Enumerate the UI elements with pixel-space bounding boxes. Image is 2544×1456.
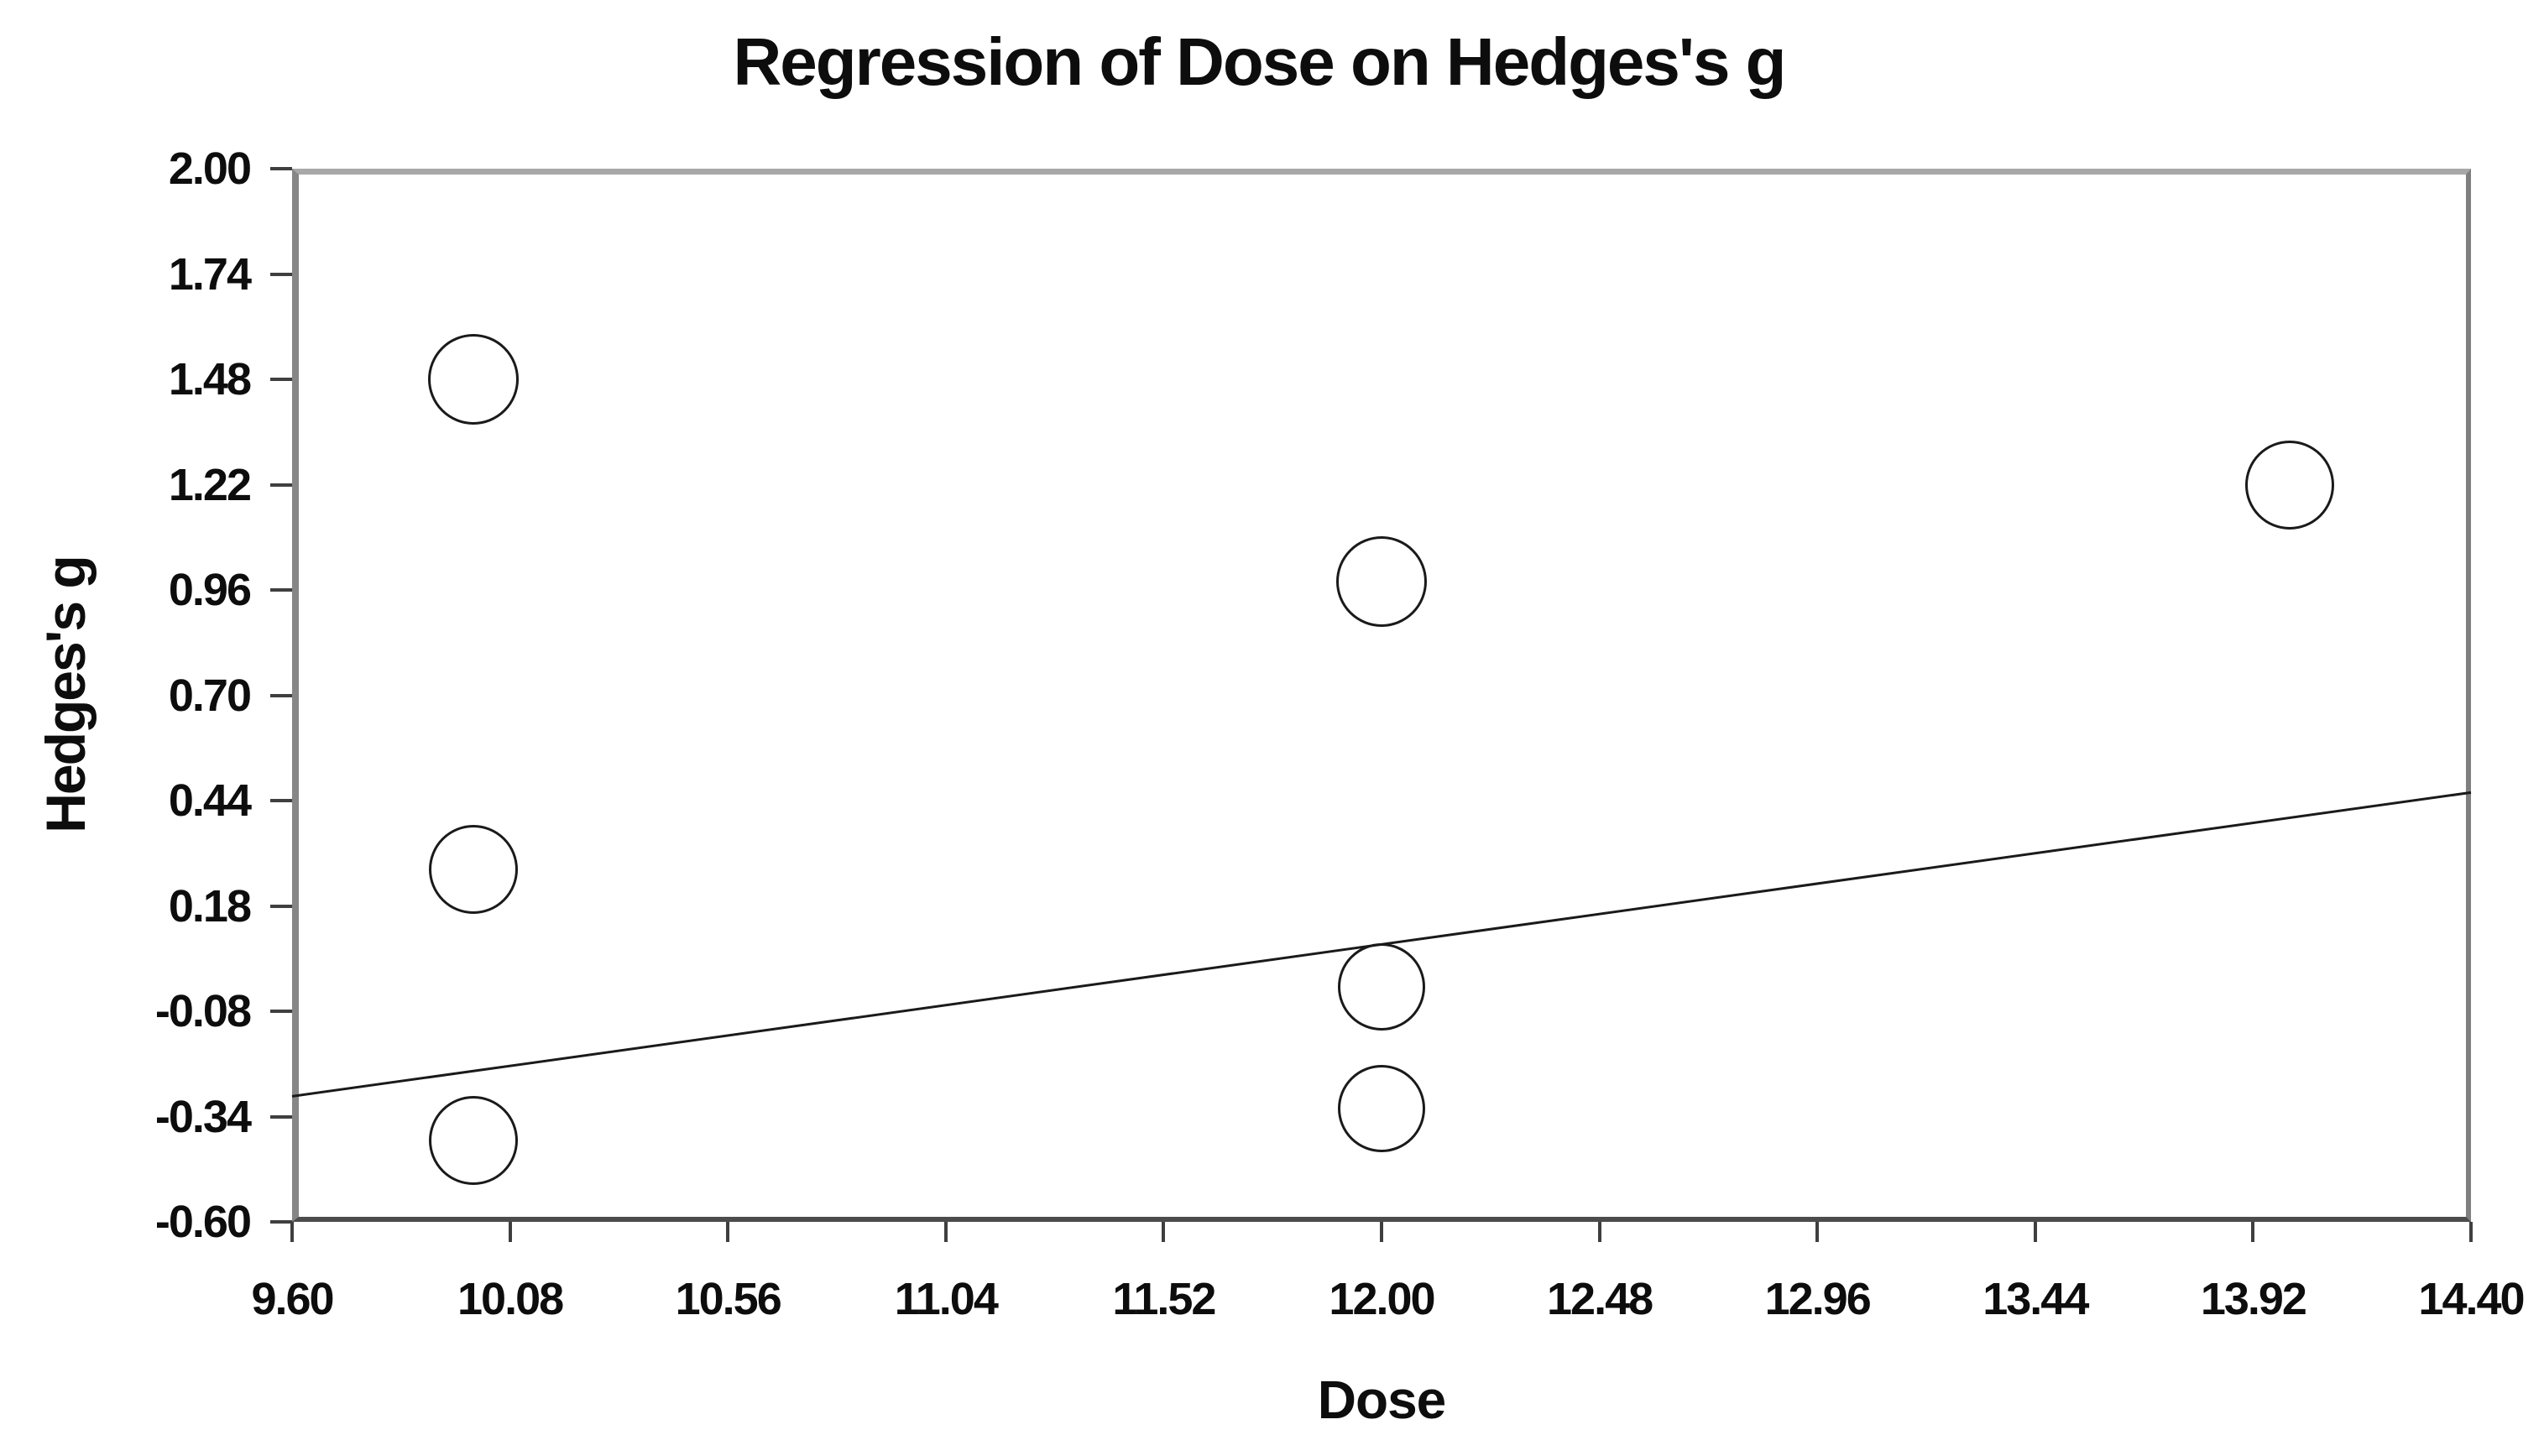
x-tick-mark [2251,1222,2255,1242]
x-tick-mark [1815,1222,1820,1242]
y-tick-label: 2.00 [168,144,252,194]
data-point-bubble [1336,536,1427,628]
x-tick-label: 11.52 [1112,1274,1216,1324]
x-tick-label: 10.08 [457,1274,564,1324]
y-tick-label: -0.08 [154,986,252,1036]
data-point-bubble [429,1096,519,1186]
data-point-bubble [428,334,520,425]
x-tick-label: 12.96 [1764,1274,1872,1324]
x-tick-mark [943,1222,948,1242]
y-tick-label: -0.60 [154,1197,252,1247]
x-tick-label: 13.44 [1982,1274,2089,1324]
chart-title: Regression of Dose on Hedges's g [733,24,1786,99]
y-tick-label: 0.70 [168,670,252,721]
x-tick-label: 12.48 [1547,1274,1653,1324]
x-tick-mark [2469,1222,2473,1242]
x-tick-mark [2033,1222,2037,1242]
y-tick-mark [270,1114,292,1119]
data-point-bubble [429,825,519,915]
y-tick-mark [270,167,292,170]
y-tick-label: 0.18 [168,880,252,932]
y-tick-mark [270,1220,292,1224]
x-tick-mark [1597,1222,1601,1242]
y-tick-label: 0.96 [168,565,252,615]
y-tick-label: -0.34 [154,1091,252,1142]
data-point-bubble [2244,440,2334,530]
x-tick-mark [508,1222,512,1242]
y-tick-mark [270,483,292,487]
x-axis-title: Dose [1317,1370,1447,1430]
x-tick-label: 14.40 [2418,1274,2525,1324]
y-tick-label: 1.22 [168,459,252,510]
data-point-bubble [1338,1064,1425,1152]
y-tick-mark [270,378,292,381]
y-tick-mark [270,1010,292,1013]
x-tick-label: 11.04 [894,1274,999,1324]
x-tick-label: 9.60 [251,1274,334,1324]
x-tick-label: 10.56 [675,1274,782,1324]
y-tick-mark [270,588,292,592]
x-tick-mark [290,1222,294,1242]
x-tick-mark [726,1222,730,1242]
x-tick-label: 12.00 [1329,1274,1435,1324]
x-tick-mark [1162,1222,1166,1242]
y-tick-label: 1.74 [168,248,252,300]
data-point-bubble [1338,943,1425,1031]
y-tick-mark [270,799,292,802]
y-tick-label: 1.48 [168,354,252,404]
y-tick-label: 0.44 [168,775,252,826]
x-tick-mark [1380,1222,1383,1242]
y-tick-mark [270,904,292,908]
x-tick-label: 13.92 [2200,1274,2307,1324]
y-tick-mark [270,272,292,276]
y-tick-mark [270,693,292,697]
regression-line-layer [291,791,2472,1098]
